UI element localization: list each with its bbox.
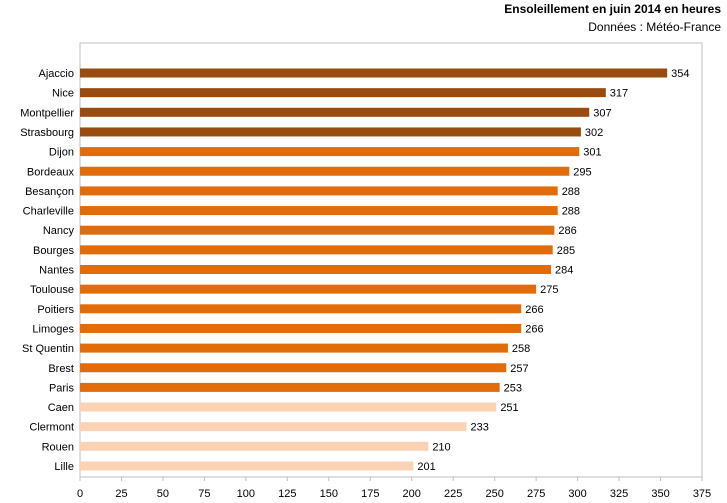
- x-tick-label: 275: [527, 488, 545, 500]
- x-tick-label: 0: [77, 488, 83, 500]
- data-label: 288: [562, 206, 580, 218]
- x-tick-label: 100: [237, 488, 255, 500]
- bar-toulouse: [80, 284, 537, 294]
- data-label: 257: [510, 363, 528, 375]
- category-label: Caen: [48, 402, 74, 414]
- category-label: Charleville: [23, 206, 74, 218]
- bar-nancy: [80, 225, 555, 235]
- data-label: 201: [417, 461, 435, 473]
- category-label: Besançon: [25, 186, 74, 198]
- x-tick-label: 150: [320, 488, 338, 500]
- x-tick-label: 300: [568, 488, 586, 500]
- x-tick-label: 225: [444, 488, 462, 500]
- bar-dijon: [80, 147, 580, 157]
- data-label: 295: [573, 166, 591, 178]
- chart-title: Ensoleillement en juin 2014 en heures: [504, 2, 721, 16]
- bar-brest: [80, 363, 507, 373]
- data-label: 301: [583, 147, 601, 159]
- bar-bourges: [80, 245, 553, 255]
- bar-clermont: [80, 422, 467, 432]
- data-label: 251: [500, 402, 518, 414]
- bar-lille: [80, 461, 414, 471]
- x-tick-label: 325: [610, 488, 628, 500]
- bar-nice: [80, 88, 606, 98]
- data-label: 258: [512, 343, 530, 355]
- x-tick-label: 350: [651, 488, 669, 500]
- category-label: Clermont: [29, 422, 74, 434]
- data-label: 285: [557, 245, 575, 257]
- category-label: Nice: [52, 88, 74, 100]
- category-label: Bordeaux: [27, 166, 75, 178]
- category-label: Limoges: [32, 323, 74, 335]
- category-label: Montpellier: [20, 107, 74, 119]
- bar-montpellier: [80, 107, 590, 117]
- bar-caen: [80, 402, 497, 412]
- bar-paris: [80, 382, 500, 392]
- category-label: Dijon: [49, 147, 74, 159]
- data-label: 354: [671, 68, 689, 80]
- x-tick-label: 125: [278, 488, 296, 500]
- x-tick-label: 200: [403, 488, 421, 500]
- x-tick-label: 50: [157, 488, 169, 500]
- category-label: Brest: [48, 363, 74, 375]
- data-label: 317: [610, 88, 628, 100]
- bar-st-quentin: [80, 343, 508, 353]
- data-label: 307: [593, 107, 611, 119]
- bar-rouen: [80, 441, 429, 451]
- category-label: Toulouse: [30, 284, 74, 296]
- bar-poitiers: [80, 304, 522, 314]
- category-label: Poitiers: [37, 304, 74, 316]
- category-label: Rouen: [42, 441, 74, 453]
- category-label: Nantes: [39, 265, 74, 277]
- x-tick-label: 75: [198, 488, 210, 500]
- x-tick-label: 175: [361, 488, 379, 500]
- data-label: 284: [555, 265, 573, 277]
- data-label: 286: [558, 225, 576, 237]
- data-label: 233: [470, 422, 488, 434]
- category-label: Lille: [54, 461, 74, 473]
- data-label: 266: [525, 323, 543, 335]
- category-label: Bourges: [33, 245, 74, 257]
- bar-bordeaux: [80, 166, 570, 176]
- x-tick-label: 250: [485, 488, 503, 500]
- x-tick-label: 25: [115, 488, 127, 500]
- data-label: 253: [504, 382, 522, 394]
- category-label: Paris: [49, 382, 75, 394]
- category-label: Nancy: [43, 225, 75, 237]
- bar-charleville: [80, 206, 558, 216]
- bar-strasbourg: [80, 127, 581, 137]
- category-label: St Quentin: [22, 343, 74, 355]
- data-label: 275: [540, 284, 558, 296]
- data-label: 302: [585, 127, 603, 139]
- category-label: Ajaccio: [39, 68, 74, 80]
- bar-nantes: [80, 265, 552, 274]
- data-label: 288: [562, 186, 580, 198]
- bar-ajaccio: [80, 68, 668, 78]
- bar-besan-on: [80, 186, 558, 196]
- category-label: Strasbourg: [20, 127, 74, 139]
- data-label: 266: [525, 304, 543, 316]
- x-tick-label: 375: [693, 488, 711, 500]
- chart-subtitle: Données : Météo-France: [588, 20, 721, 34]
- bar-limoges: [80, 323, 522, 333]
- data-label: 210: [432, 441, 450, 453]
